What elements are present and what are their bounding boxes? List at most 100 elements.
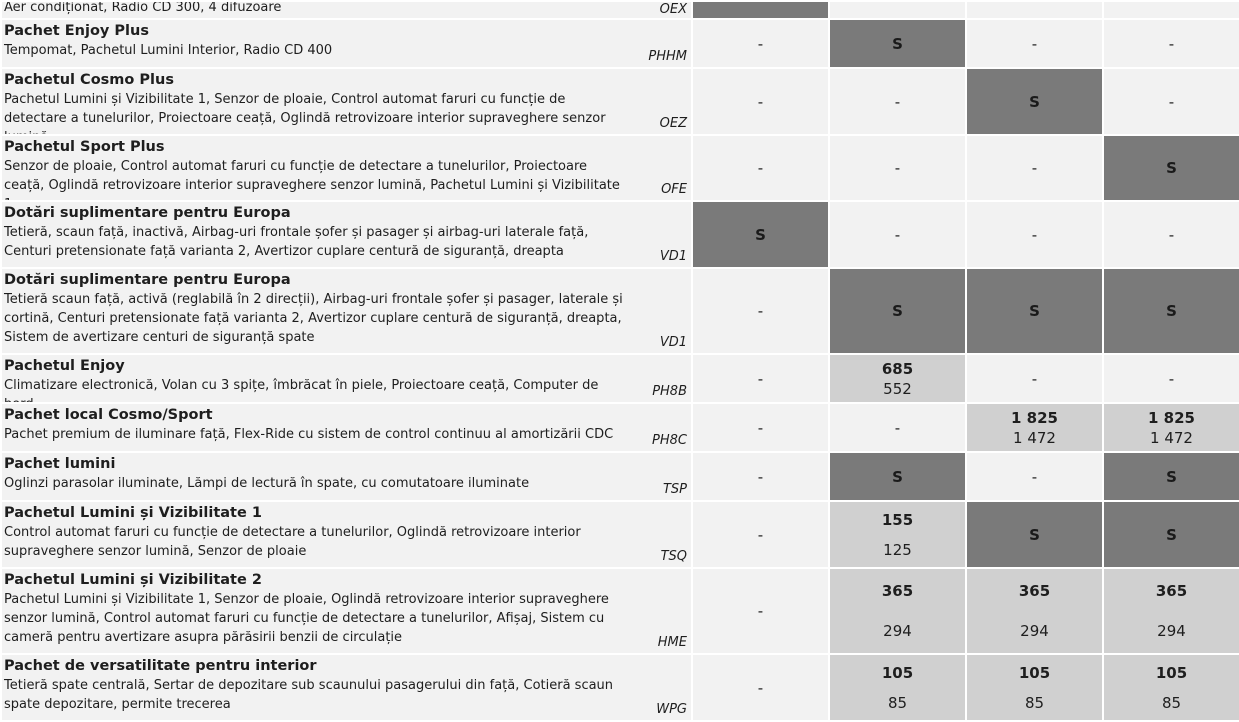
package-name: Pachetul Lumini și Vizibilitate 1 bbox=[4, 505, 262, 521]
price-without-vat: 294 bbox=[1157, 622, 1186, 640]
trim-2-cell: S bbox=[828, 267, 967, 355]
availability-mark: - bbox=[894, 225, 901, 244]
package-name: Pachetul Enjoy bbox=[4, 358, 125, 374]
availability-mark: S bbox=[1029, 525, 1040, 544]
package-contents: Pachetul Lumini și Vizibilitate 1, Senzo… bbox=[4, 592, 609, 645]
trim-1-cell: - bbox=[691, 451, 830, 502]
availability-mark: - bbox=[1031, 159, 1038, 177]
package-row: Pachetul Lumini și Vizibilitate 2 Pachetu… bbox=[0, 567, 1239, 655]
package-contents: Control automat faruri cu funcție de det… bbox=[4, 525, 581, 559]
trim-3-cell: S bbox=[965, 267, 1104, 355]
package-contents: Senzor de ploaie, Control automat faruri… bbox=[4, 159, 620, 199]
package-description-cell: Aer condiționat, Radio CD 300, 4 difuzoa… bbox=[0, 0, 693, 20]
trim-3-cell: - bbox=[965, 200, 1104, 269]
availability-mark: S bbox=[755, 225, 766, 244]
package-description-cell: Pachetul Lumini și Vizibilitate 1 Control… bbox=[0, 500, 693, 569]
package-name: Pachet de versatilitate pentru interior bbox=[4, 658, 317, 674]
price-with-vat: 1 825 bbox=[1148, 408, 1195, 427]
trim-4-cell: 105 85 bbox=[1102, 653, 1239, 722]
package-description-cell: Pachetul Sport Plus Senzor de ploaie, Con… bbox=[0, 134, 693, 202]
price-without-vat: 85 bbox=[1024, 693, 1045, 712]
trim-1-cell: - bbox=[691, 353, 830, 404]
package-description-cell: Pachet lumini Oglinzi parasolar iluminate… bbox=[0, 451, 693, 502]
availability-mark: S bbox=[1166, 525, 1177, 544]
package-name: Pachet Enjoy Plus bbox=[4, 23, 149, 39]
price-without-vat: 85 bbox=[1161, 693, 1182, 712]
package-description-cell: Pachetul Lumini și Vizibilitate 2 Pachetu… bbox=[0, 567, 693, 655]
package-code: PHHM bbox=[648, 49, 687, 64]
trim-4-cell: - bbox=[1102, 353, 1239, 404]
availability-mark: - bbox=[757, 467, 764, 486]
price-without-vat: 85 bbox=[887, 693, 908, 712]
price-with-vat: 685 bbox=[881, 359, 914, 378]
package-contents: Tempomat, Pachetul Lumini Interior, Radi… bbox=[4, 43, 333, 58]
trim-3-cell: - bbox=[965, 134, 1104, 202]
availability-mark: - bbox=[1031, 369, 1038, 388]
package-code: TSQ bbox=[660, 549, 687, 564]
price-with-vat: 105 bbox=[1155, 663, 1188, 682]
trim-4-cell: S bbox=[1102, 500, 1239, 569]
package-code: OEZ bbox=[659, 116, 687, 131]
trim-1-cell bbox=[691, 0, 830, 20]
price-with-vat: 1 825 bbox=[1011, 408, 1058, 427]
package-row: Pachetul Lumini și Vizibilitate 1 Control… bbox=[0, 500, 1239, 569]
availability-mark: S bbox=[1029, 302, 1040, 320]
price-with-vat: 105 bbox=[881, 663, 914, 682]
package-code: PH8B bbox=[652, 384, 687, 399]
price-with-vat: 365 bbox=[1018, 582, 1051, 600]
availability-mark: - bbox=[757, 678, 764, 697]
trim-1-cell: - bbox=[691, 67, 830, 136]
trim-1-cell: - bbox=[691, 18, 830, 69]
availability-mark: - bbox=[1168, 225, 1175, 244]
package-code: OFE bbox=[661, 182, 687, 197]
availability-mark: - bbox=[757, 602, 764, 620]
package-name: Pachetul Cosmo Plus bbox=[4, 72, 174, 88]
package-contents: Aer condiționat, Radio CD 300, 4 difuzoa… bbox=[4, 1, 282, 15]
package-description-cell: Pachet de versatilitate pentru interior T… bbox=[0, 653, 693, 722]
availability-mark: - bbox=[757, 525, 764, 544]
package-code: OEX bbox=[659, 2, 687, 17]
package-code: PH8C bbox=[652, 433, 687, 448]
availability-mark: - bbox=[757, 369, 764, 388]
package-name: Pachet local Cosmo/Sport bbox=[4, 407, 213, 423]
package-description-cell: Pachetul Cosmo Plus Pachetul Lumini și Vi… bbox=[0, 67, 693, 136]
trim-2-cell: S bbox=[828, 451, 967, 502]
trim-2-cell: - bbox=[828, 200, 967, 269]
package-name: Pachetul Sport Plus bbox=[4, 139, 165, 155]
price-without-vat: 1 472 bbox=[1150, 428, 1193, 447]
price-with-vat: 365 bbox=[881, 582, 914, 600]
trim-2-cell: 155 125 bbox=[828, 500, 967, 569]
trim-4-cell: - bbox=[1102, 67, 1239, 136]
trim-1-cell: - bbox=[691, 500, 830, 569]
trim-3-cell: 105 85 bbox=[965, 653, 1104, 722]
availability-mark: S bbox=[1029, 92, 1040, 111]
trim-4-cell: 1 825 1 472 bbox=[1102, 402, 1239, 453]
trim-2-cell: 365 294 bbox=[828, 567, 967, 655]
availability-mark: - bbox=[1031, 225, 1038, 244]
availability-mark: - bbox=[1031, 467, 1038, 486]
package-code: WPG bbox=[656, 702, 687, 717]
package-name: Pachetul Lumini și Vizibilitate 2 bbox=[4, 572, 262, 588]
availability-mark: S bbox=[1166, 159, 1177, 177]
availability-mark: S bbox=[892, 467, 903, 486]
trim-3-cell: S bbox=[965, 500, 1104, 569]
package-contents: Pachet premium de iluminare față, Flex-R… bbox=[4, 427, 614, 442]
trim-1-cell: - bbox=[691, 402, 830, 453]
package-contents: Climatizare electronică, Volan cu 3 spiț… bbox=[4, 378, 599, 401]
package-code: VD1 bbox=[659, 249, 687, 264]
trim-2-cell: - bbox=[828, 402, 967, 453]
trim-3-cell: S bbox=[965, 67, 1104, 136]
package-name: Dotări suplimentare pentru Europa bbox=[4, 272, 291, 288]
price-with-vat: 365 bbox=[1155, 582, 1188, 600]
package-row: Dotări suplimentare pentru Europa Tetieră… bbox=[0, 267, 1239, 355]
trim-1-cell: - bbox=[691, 653, 830, 722]
trim-1-cell: S bbox=[691, 200, 830, 269]
trim-2-cell: - bbox=[828, 134, 967, 202]
package-code: HME bbox=[657, 635, 687, 650]
availability-mark: - bbox=[757, 159, 764, 177]
availability-mark: S bbox=[1166, 302, 1177, 320]
package-code: TSP bbox=[662, 482, 687, 497]
trim-1-cell: - bbox=[691, 267, 830, 355]
package-row: Pachet local Cosmo/Sport Pachet premium d… bbox=[0, 402, 1239, 453]
